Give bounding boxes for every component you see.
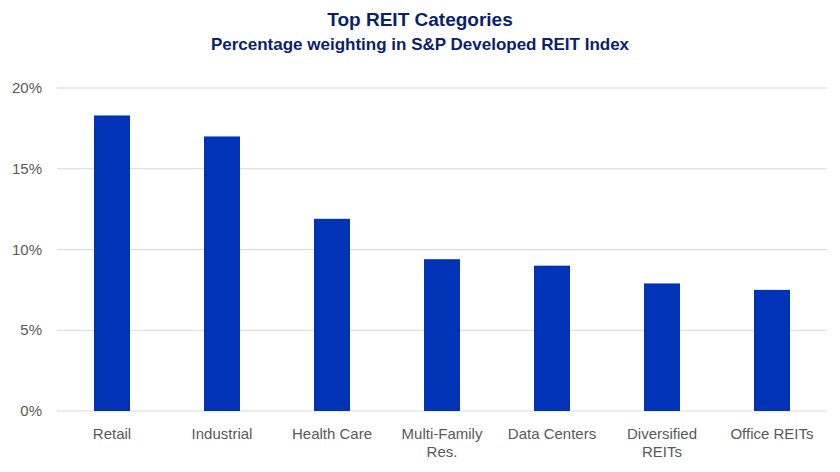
- bar: [204, 136, 240, 411]
- x-tick-label: Office REITs: [730, 425, 813, 442]
- bar: [314, 219, 350, 411]
- y-tick-label: 10%: [12, 241, 42, 258]
- y-tick-label: 5%: [20, 321, 42, 338]
- x-tick-label: Retail: [93, 425, 131, 442]
- x-tick-label: Health Care: [292, 425, 372, 442]
- x-tick-label: DiversifiedREITs: [627, 425, 697, 460]
- bars: [94, 115, 790, 411]
- bar: [94, 115, 130, 411]
- x-tick-label: Industrial: [192, 425, 253, 442]
- grid-line: [57, 168, 827, 169]
- y-tick-label: 0%: [20, 402, 42, 419]
- chart: Top REIT Categories Percentage weighting …: [0, 0, 840, 472]
- subtitle: Percentage weighting in S&P Developed RE…: [211, 35, 630, 54]
- bar: [754, 290, 790, 411]
- x-tick-label: Data Centers: [508, 425, 596, 442]
- title: Top REIT Categories: [327, 9, 512, 30]
- x-tick-label: Multi-FamilyRes.: [402, 425, 483, 460]
- bar: [534, 266, 570, 411]
- grid-line: [57, 249, 827, 250]
- grid-line: [57, 88, 827, 89]
- bar: [644, 283, 680, 411]
- y-tick-label: 20%: [12, 79, 42, 96]
- y-tick-label: 15%: [12, 160, 42, 177]
- bar: [424, 259, 460, 411]
